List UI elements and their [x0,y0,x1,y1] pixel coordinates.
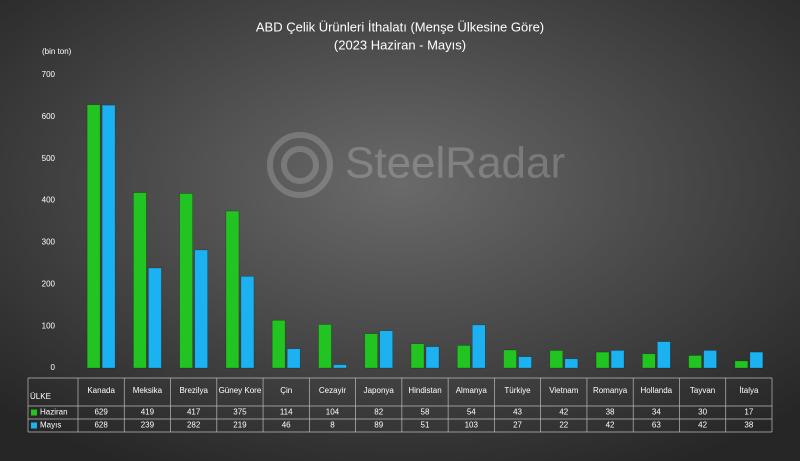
chart-subtitle: (2023 Haziran - Mayıs) [334,37,466,52]
table-value: 38 [606,408,615,417]
table-value: 8 [330,421,335,430]
y-tick-label: 200 [42,279,56,288]
bar [703,350,717,369]
x-tick-label: Cezayir [319,386,346,395]
table-value: 42 [698,421,707,430]
x-tick-label: Türkiye [504,386,531,395]
legend-label: Mayıs [40,421,61,430]
x-tick-label: İtalya [739,386,759,395]
x-tick-label: Almanya [456,386,488,395]
table-value: 419 [141,408,155,417]
table-value: 58 [421,408,430,417]
table-value: 63 [652,421,661,430]
bar [364,333,379,369]
x-tick-label: Hollanda [641,386,673,395]
bar [318,324,332,369]
table-value: 42 [559,408,568,417]
table-value: 628 [94,421,108,430]
bar [549,350,564,369]
bar [271,319,286,369]
bar [425,346,440,369]
table-value: 417 [187,408,201,417]
table-value: 34 [652,408,661,417]
table-value: 38 [744,421,753,430]
legend-label: Haziran [40,408,68,417]
bar [333,364,347,369]
y-axis-label: (bin ton) [42,47,72,56]
bar [456,345,471,369]
y-tick-label: 300 [42,238,56,247]
bar [240,276,255,369]
y-tick-label: 400 [42,196,56,205]
y-tick-label: 0 [51,363,56,372]
bar [410,343,425,369]
table-value: 89 [374,421,383,430]
x-tick-label: Tayvan [690,386,715,395]
table-value: 104 [326,408,340,417]
bar [194,249,208,369]
table-value: 30 [698,408,707,417]
bar [688,355,702,369]
x-tick-label: Romanya [593,386,628,395]
table-value: 103 [465,421,479,430]
y-tick-label: 600 [42,112,56,121]
bar [379,330,394,369]
bar [471,324,486,369]
x-tick-label: Japonya [364,386,395,395]
table-value: 43 [513,408,522,417]
table-value: 46 [282,421,291,430]
table-value: 239 [141,421,155,430]
table-value: 42 [606,421,615,430]
table-value: 114 [280,408,293,417]
x-tick-label: Vietnam [549,386,579,395]
x-tick-label: Brezilya [179,386,208,395]
table-header: ÜLKE [30,392,51,401]
watermark: SteelRadar [345,139,565,188]
bar [518,356,532,369]
table-value: 54 [467,408,476,417]
x-tick-label: Meksika [133,386,163,395]
table-value: 629 [94,408,108,417]
table-value: 51 [421,421,430,430]
table-value: 82 [374,408,383,417]
bar [595,351,610,369]
table-value: 375 [233,408,247,417]
bar [734,360,749,369]
bar [286,348,301,369]
x-tick-label: Hindistan [408,386,441,395]
table-value: 219 [233,421,247,430]
watermark-logo [267,132,333,198]
x-tick-label: Kanada [87,386,115,395]
y-tick-label: 100 [42,321,56,330]
y-tick-label: 500 [42,154,56,163]
legend-swatch [31,422,37,429]
bar [610,350,625,369]
bar [101,104,116,369]
bar [749,351,764,369]
y-tick-label: 700 [42,70,56,79]
table-value: 282 [187,421,201,430]
bar [642,353,656,369]
table-value: 17 [744,408,753,417]
x-tick-label: Çin [280,386,292,395]
legend-swatch [31,409,37,416]
table-value: 27 [513,421,522,430]
bar [148,267,162,369]
bar [657,341,671,369]
bar [564,358,579,369]
table-value: 22 [559,421,568,430]
bar [86,104,101,369]
x-tick-label: Güney Kore [219,386,262,395]
bar [503,349,517,369]
bar [133,192,147,369]
bar [225,210,240,369]
bar [179,193,193,369]
chart-title: ABD Çelik Ürünleri İthalatı (Menşe Ülkes… [256,19,544,34]
